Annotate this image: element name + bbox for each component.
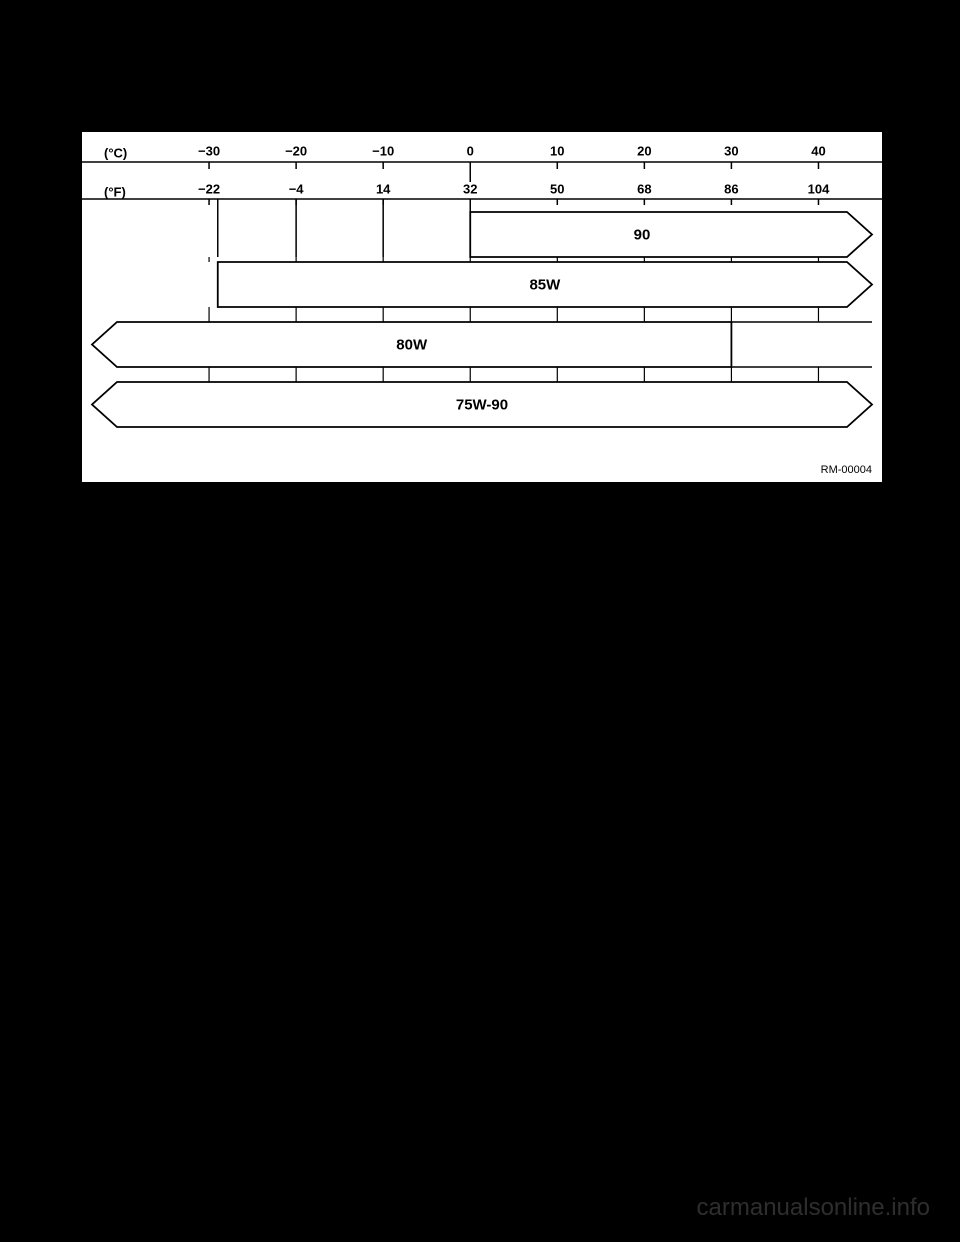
svg-text:RM-00004: RM-00004 <box>821 464 872 476</box>
svg-text:0: 0 <box>467 143 474 158</box>
oil-viscosity-diagram: (°C) −30 −20 −10 0 10 20 30 40 (°F) −22 −4 14 32 50 68 8… <box>80 130 884 484</box>
svg-text:−30: −30 <box>198 143 220 158</box>
svg-text:75W-90: 75W-90 <box>456 396 508 413</box>
svg-text:−4: −4 <box>289 181 305 196</box>
svg-text:86: 86 <box>724 181 738 196</box>
watermark-text: carmanualsonline.info <box>697 1194 930 1222</box>
svg-text:10: 10 <box>550 143 564 158</box>
svg-text:104: 104 <box>808 181 830 196</box>
svg-text:80W: 80W <box>396 336 428 353</box>
svg-text:14: 14 <box>376 181 391 196</box>
svg-text:90: 90 <box>634 226 651 243</box>
svg-text:30: 30 <box>724 143 738 158</box>
svg-text:−10: −10 <box>372 143 394 158</box>
svg-text:68: 68 <box>637 181 651 196</box>
diagram-svg: (°C) −30 −20 −10 0 10 20 30 40 (°F) −22 −4 14 32 50 68 8… <box>82 132 882 482</box>
svg-text:−22: −22 <box>198 181 220 196</box>
svg-text:40: 40 <box>811 143 825 158</box>
svg-text:32: 32 <box>463 181 477 196</box>
svg-text:(°F): (°F) <box>104 184 126 199</box>
svg-text:50: 50 <box>550 181 564 196</box>
svg-text:85W: 85W <box>529 276 561 293</box>
svg-text:20: 20 <box>637 143 651 158</box>
svg-text:−20: −20 <box>285 143 307 158</box>
svg-text:(°C): (°C) <box>104 145 127 160</box>
